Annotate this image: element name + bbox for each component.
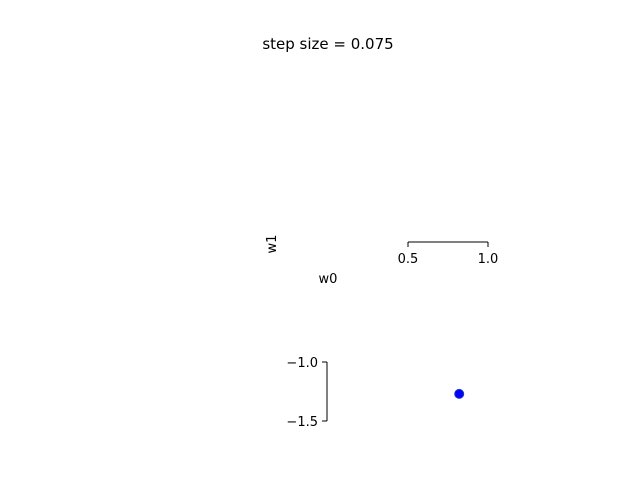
y-tick-label: −1.0 — [286, 356, 318, 371]
data-point — [454, 388, 465, 399]
y-axis-label: w1 — [265, 235, 280, 254]
x-tick-label: 1.0 — [478, 252, 499, 267]
x-tick-label: 0.5 — [398, 252, 419, 267]
y-tick-label: −1.5 — [286, 415, 318, 430]
x-axis: 0.5 1.0 — [398, 241, 499, 267]
y-axis: −1.0 −1.5 — [286, 356, 328, 430]
x-axis-label: w0 — [319, 272, 338, 287]
data-points — [454, 388, 465, 399]
chart-title: step size = 0.075 — [262, 35, 393, 53]
